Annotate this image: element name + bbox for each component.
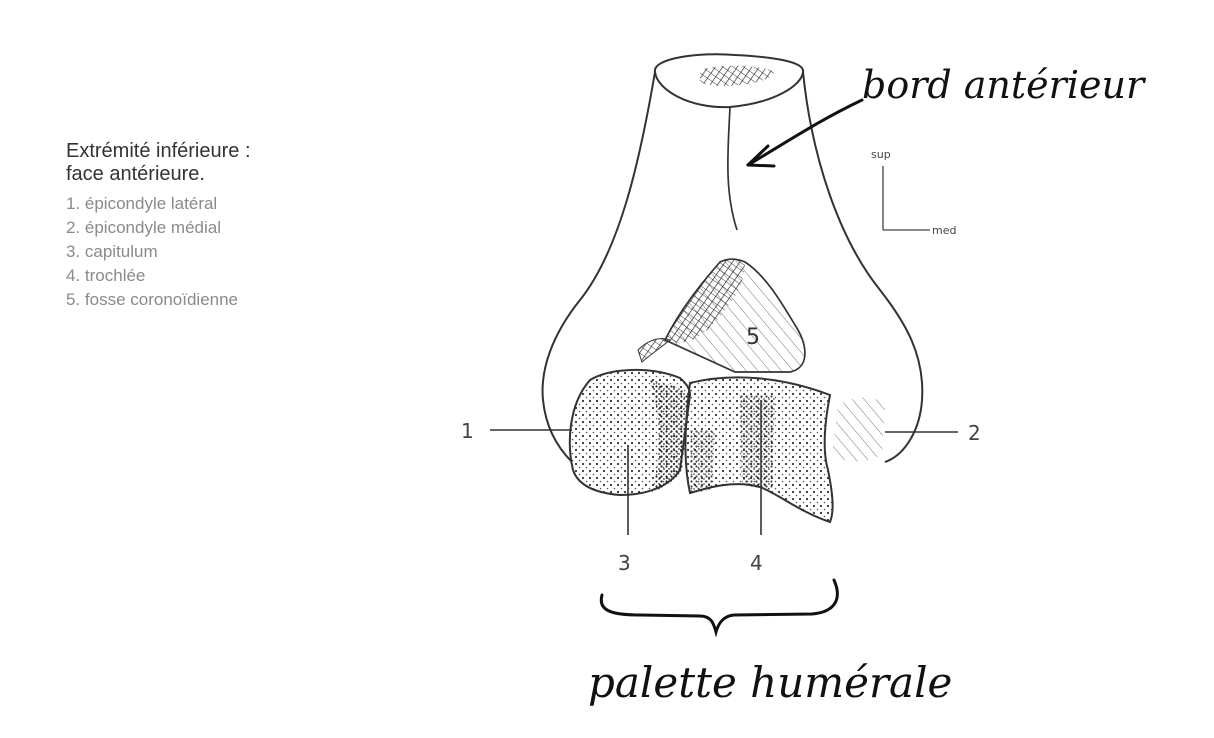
coronoid-fossa	[637, 258, 806, 373]
orientation-sup: sup	[871, 148, 891, 161]
legend: Extrémité inférieure : face antérieure. …	[66, 140, 396, 312]
legend-item-lateral-epicondyle: 1. épicondyle latéral	[66, 194, 218, 213]
legend-item-trochlea: 4. trochlée	[66, 266, 146, 285]
callout-1: 1	[461, 419, 474, 443]
capitulum-dense-shading	[650, 380, 690, 492]
legend-title-line-2: face antérieure.	[66, 163, 205, 185]
orientation-med: med	[932, 224, 956, 237]
humeral-palette-brace	[599, 578, 839, 638]
medial-epicondyle-shading	[832, 397, 885, 462]
legend-item-medial-epicondyle: 2. épicondyle médial	[66, 218, 221, 237]
trochlea-lateral-shading	[690, 430, 715, 493]
legend-item-capitulum: 3. capitulum	[66, 242, 158, 261]
legend-title-line-1: Extrémité inférieure :	[66, 140, 251, 162]
callout-4: 4	[750, 551, 763, 575]
handwritten-anterior-border: bord antérieur	[862, 63, 1147, 107]
callout-5: 5	[746, 325, 760, 350]
leader-lines	[490, 400, 958, 535]
callout-3: 3	[618, 551, 631, 575]
humerus-shaft	[541, 53, 924, 463]
anterior-border-arrow	[746, 98, 864, 168]
callout-2: 2	[968, 421, 981, 445]
legend-list: 1. épicondyle latéral 2. épicondyle médi…	[66, 192, 396, 312]
orientation-indicator: sup med	[871, 148, 956, 237]
legend-item-coronoid-fossa: 5. fosse coronoïdienne	[66, 290, 239, 309]
handwritten-humeral-palette: palette humérale	[588, 658, 952, 707]
trochlea-groove-shading	[740, 395, 775, 490]
